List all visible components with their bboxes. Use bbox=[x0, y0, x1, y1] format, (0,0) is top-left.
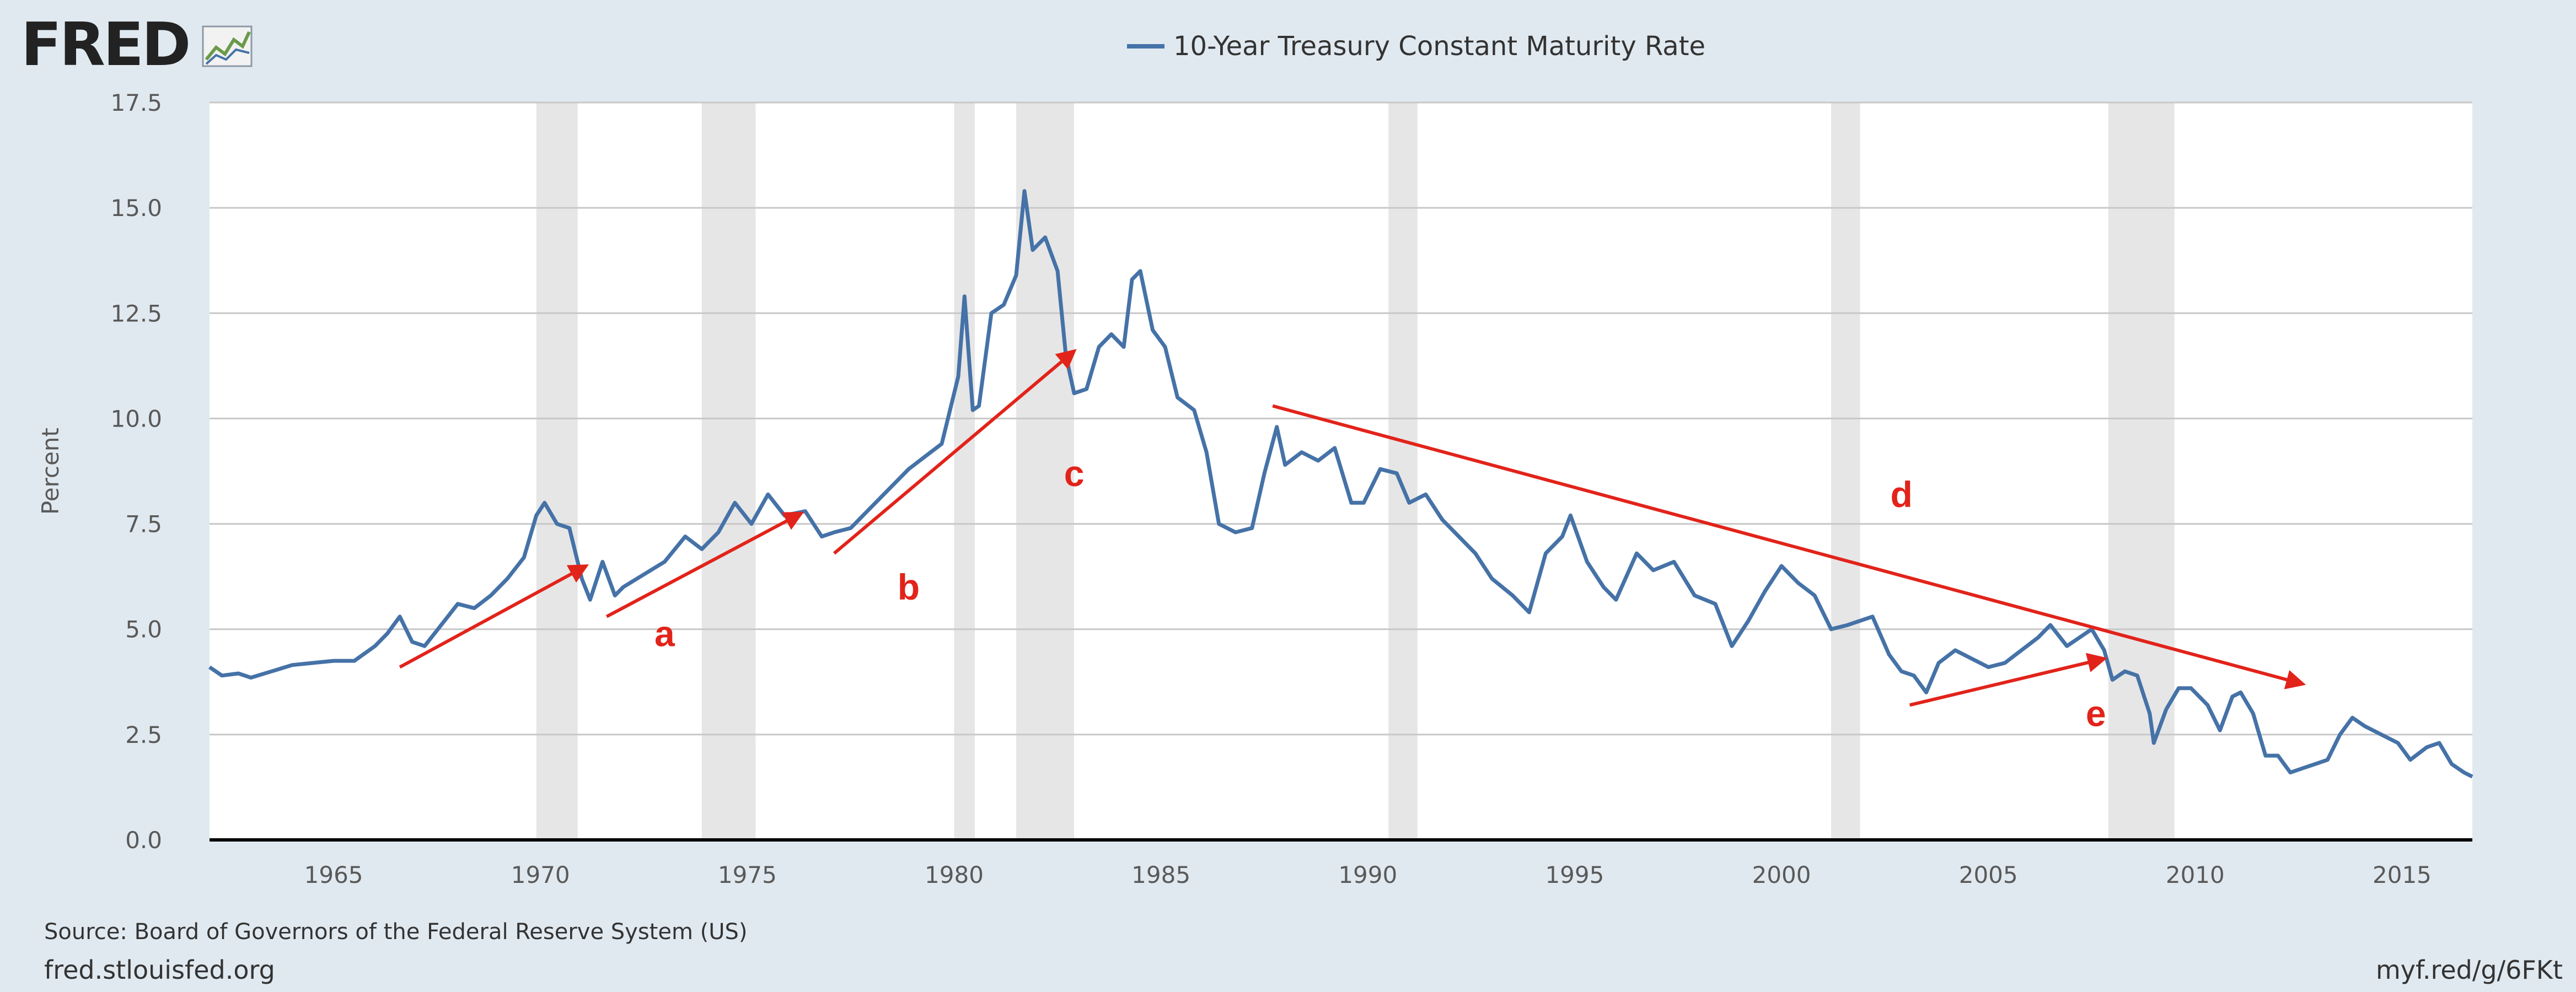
x-tick-label: 2010 bbox=[2166, 861, 2225, 888]
fred-logo[interactable]: FRED bbox=[21, 10, 253, 79]
annotation-c: c bbox=[1064, 453, 1085, 494]
x-tick-label: 1995 bbox=[1545, 861, 1604, 888]
x-tick-label: 2000 bbox=[1752, 861, 1811, 888]
annotation-a: a bbox=[654, 613, 675, 654]
recession-bands bbox=[536, 103, 2175, 840]
recession-band bbox=[536, 103, 578, 840]
y-tick-label: 15.0 bbox=[110, 195, 162, 222]
logo-text: FRED bbox=[21, 10, 189, 79]
x-tick-label: 1985 bbox=[1131, 861, 1190, 888]
recession-band bbox=[954, 103, 975, 840]
grid-lines bbox=[210, 101, 2472, 736]
trend-arrow-e bbox=[1909, 653, 2108, 707]
y-tick-label: 7.5 bbox=[125, 511, 162, 538]
site-link[interactable]: fred.stlouisfed.org bbox=[44, 955, 275, 985]
x-tick-label: 1970 bbox=[511, 861, 570, 888]
legend-label: 10-Year Treasury Constant Maturity Rate bbox=[1173, 31, 1705, 62]
source-text: Source: Board of Governors of the Federa… bbox=[44, 919, 748, 945]
y-axis-label: Percent bbox=[37, 428, 64, 515]
annotation-b: b bbox=[898, 567, 920, 607]
x-axis-ticks: 1965 1970 1975 1980 1985 1990 1995 2000 2005 2010… bbox=[304, 861, 2432, 888]
trend-arrows bbox=[399, 349, 2306, 707]
y-tick-label: 17.5 bbox=[110, 89, 162, 116]
series-line bbox=[208, 189, 2473, 779]
recession-band bbox=[1831, 103, 1860, 840]
y-tick-label: 10.0 bbox=[110, 405, 162, 432]
trend-arrow-a bbox=[399, 564, 589, 669]
x-tick-label: 1990 bbox=[1338, 861, 1397, 888]
x-tick-label: 1975 bbox=[718, 861, 777, 888]
chart-line-icon bbox=[202, 25, 253, 67]
y-tick-label: 2.5 bbox=[125, 721, 162, 748]
x-tick-label: 1965 bbox=[304, 861, 363, 888]
x-tick-label: 1980 bbox=[925, 861, 984, 888]
annotation-e: e bbox=[2086, 693, 2106, 734]
x-tick-label: 2005 bbox=[1959, 861, 2018, 888]
y-tick-label: 5.0 bbox=[125, 616, 162, 643]
short-link[interactable]: myf.red/g/6FKt bbox=[2376, 955, 2563, 985]
annotation-d: d bbox=[1890, 474, 1912, 515]
x-tick-label: 2015 bbox=[2373, 861, 2432, 888]
annotations: a b c d e bbox=[654, 453, 2106, 734]
legend[interactable]: 10-Year Treasury Constant Maturity Rate bbox=[1127, 31, 1705, 62]
y-tick-label: 12.5 bbox=[110, 300, 162, 327]
recession-band bbox=[1016, 103, 1075, 840]
trend-arrow-d bbox=[1272, 404, 2306, 689]
trend-arrow-b bbox=[605, 511, 804, 618]
y-tick-label: 0.0 bbox=[125, 827, 162, 854]
trend-arrow-c bbox=[833, 349, 1077, 555]
recession-band bbox=[2108, 103, 2175, 840]
y-axis-ticks: 0.0 2.5 5.0 7.5 10.0 12.5 15.0 17.5 bbox=[110, 89, 162, 854]
recession-band bbox=[701, 103, 756, 840]
